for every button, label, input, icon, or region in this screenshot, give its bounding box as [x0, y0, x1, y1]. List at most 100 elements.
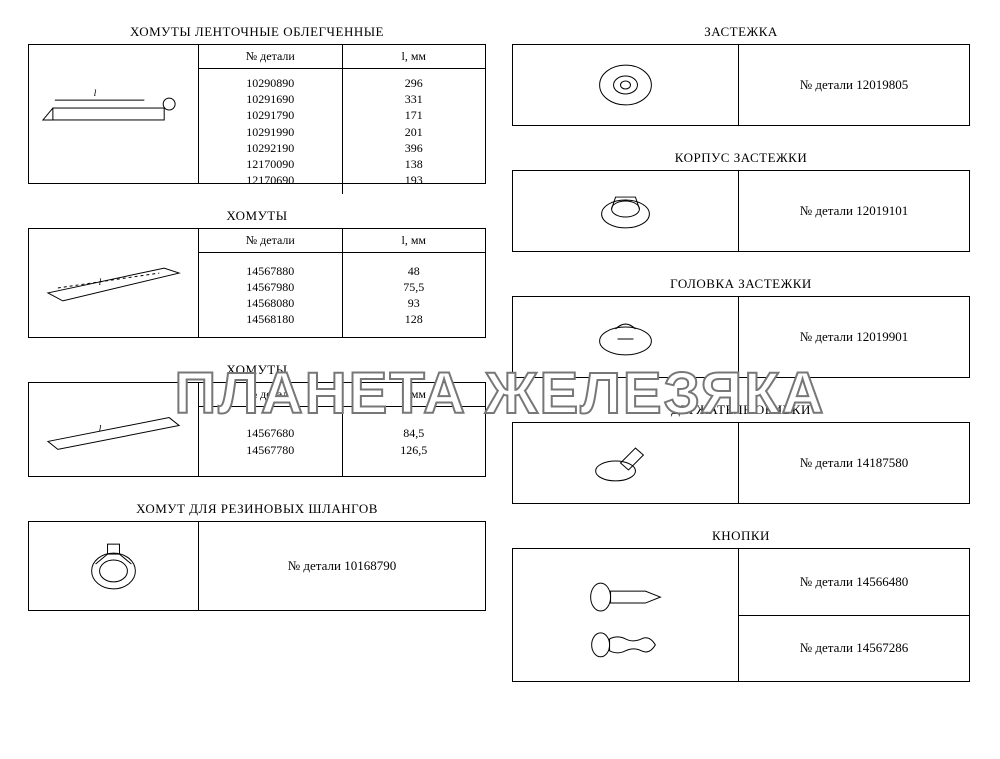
part-no-prefix: № детали — [288, 558, 341, 574]
part-number: 14187580 — [856, 455, 908, 471]
length-value: 396 — [347, 140, 482, 156]
part-number: 10290890 — [203, 75, 338, 91]
part-number: 12019101 — [856, 203, 908, 219]
length-value: 171 — [347, 107, 482, 123]
part-number: 12170090 — [203, 156, 338, 172]
section-box: № детали 14187580 — [512, 422, 970, 504]
part-no-prefix: № детали — [800, 574, 853, 590]
part-number: 14567880 — [203, 263, 338, 279]
table-header: № деталиl, мм — [199, 45, 485, 69]
length-value: 93 — [347, 295, 482, 311]
part-label: № детали 12019805 — [739, 45, 969, 125]
part-number: 12019805 — [856, 77, 908, 93]
part-number: 12019901 — [856, 329, 908, 345]
right-column: ЗАСТЕЖКА № детали 12019805 КОРПУС ЗАСТЕЖКИ… — [512, 18, 970, 700]
left-column: ХОМУТЫ ЛЕНТОЧНЫЕ ОБЛЕГЧЕННЫЕl№ деталиl, … — [28, 18, 486, 629]
section-box: № детали 12019805 — [512, 44, 970, 126]
length-value: 128 — [347, 311, 482, 327]
clamp-strap-icon: l — [29, 229, 199, 337]
part-no-prefix: № детали — [800, 329, 853, 345]
page: ПЛАНЕТА ЖЕЛЕЗЯКА ХОМУТЫ ЛЕНТОЧНЫЕ ОБЛЕГЧ… — [0, 0, 1000, 759]
section-title: КНОПКИ — [512, 528, 970, 544]
part-label: № детали 14567286 — [739, 616, 969, 682]
fastener-ring-icon — [513, 45, 739, 125]
length-value: 126,5 — [347, 442, 482, 458]
part-number: 14567780 — [203, 442, 338, 458]
length-value: 193 — [347, 172, 482, 188]
table-body: 1456768014567780 84,5126,5 — [199, 407, 485, 476]
part-no-prefix: № детали — [800, 640, 853, 656]
section-box: № детали 12019101 — [512, 170, 970, 252]
table-body: 14567880145679801456808014568180 4875,593… — [199, 253, 485, 337]
section-box: № детали 12019901 — [512, 296, 970, 378]
svg-text:l: l — [94, 88, 97, 99]
fastener-body-icon — [513, 171, 739, 251]
section-title: ЗАСТЕЖКА — [512, 24, 970, 40]
part-number: 12170690 — [203, 172, 338, 188]
hose-clamp-icon — [29, 522, 199, 610]
col-part: № детали — [199, 383, 343, 406]
col-part: № детали — [199, 45, 343, 68]
clamp-strap2-icon: l — [29, 383, 199, 476]
section-title: КОРПУС ЗАСТЕЖКИ — [512, 150, 970, 166]
part-number: 10291690 — [203, 91, 338, 107]
length-value: 201 — [347, 124, 482, 140]
buttons-icon — [513, 549, 739, 681]
data-cell: № детали 12019901 — [739, 297, 969, 377]
section-box: l № деталиl, мм 1456768014567780 84,5126,5 — [28, 382, 486, 477]
col-len: l, мм — [343, 229, 486, 252]
section-title: ГОЛОВКА ЗАСТЕЖКИ — [512, 276, 970, 292]
part-no-prefix: № детали — [800, 455, 853, 471]
part-number: 14568180 — [203, 311, 338, 327]
section-title: ХОМУТЫ — [28, 208, 486, 224]
data-cell: № деталиl, мм145678801456798014568080145… — [199, 229, 485, 337]
trim-holder-icon — [513, 423, 739, 503]
svg-text:l: l — [99, 423, 102, 434]
section-box: l№ деталиl, мм14567880145679801456808014… — [28, 228, 486, 338]
section-box: l№ деталиl, мм10290890102916901029179010… — [28, 44, 486, 184]
length-value: 84,5 — [347, 425, 482, 441]
col-len: l, мм — [343, 45, 486, 68]
length-value: 75,5 — [347, 279, 482, 295]
svg-text:l: l — [99, 277, 102, 288]
section-title: ХОМУТЫ ЛЕНТОЧНЫЕ ОБЛЕГЧЕННЫЕ — [28, 24, 486, 40]
length-value: 138 — [347, 156, 482, 172]
section-box: № детали 10168790 — [28, 521, 486, 611]
data-cell: № детали 10168790 — [199, 522, 485, 610]
part-label: № детали 12019901 — [739, 297, 969, 377]
part-number: 10291990 — [203, 124, 338, 140]
part-number: 10292190 — [203, 140, 338, 156]
section-box: № детали 14566480№ детали 14567286 — [512, 548, 970, 682]
length-value: 331 — [347, 91, 482, 107]
section-title: ХОМУТЫ — [28, 362, 486, 378]
part-label: № детали 10168790 — [199, 522, 485, 610]
section-title: ДЕРЖАТЕЛЬ ОБИВКИ — [512, 402, 970, 418]
data-cell: № детали 12019805 — [739, 45, 969, 125]
section-title: ХОМУТ ДЛЯ РЕЗИНОВЫХ ШЛАНГОВ — [28, 501, 486, 517]
part-label: № детали 12019101 — [739, 171, 969, 251]
clamp-band-icon: l — [29, 45, 199, 183]
table-body: 1029089010291690102917901029199010292190… — [199, 69, 485, 194]
part-no-prefix: № детали — [800, 203, 853, 219]
data-cell: № деталиl, мм102908901029169010291790102… — [199, 45, 485, 183]
length-value: 48 — [347, 263, 482, 279]
table-header: № деталиl, мм — [199, 229, 485, 253]
col-part: № детали — [199, 229, 343, 252]
data-cell: № детали 14566480№ детали 14567286 — [739, 549, 969, 681]
part-number: 14567286 — [856, 640, 908, 656]
data-cell: № детали 12019101 — [739, 171, 969, 251]
part-number: 14567680 — [203, 425, 338, 441]
col-len: l, мм — [343, 383, 486, 406]
part-number: 14568080 — [203, 295, 338, 311]
part-number: 14566480 — [856, 574, 908, 590]
data-cell: № деталиl, мм 1456768014567780 84,5126,5 — [199, 383, 485, 476]
part-label: № детали 14566480 — [739, 549, 969, 616]
part-no-prefix: № детали — [800, 77, 853, 93]
part-label: № детали 14187580 — [739, 423, 969, 503]
part-number: 14567980 — [203, 279, 338, 295]
part-number: 10168790 — [344, 558, 396, 574]
table-header: № деталиl, мм — [199, 383, 485, 407]
length-value: 296 — [347, 75, 482, 91]
part-number: 10291790 — [203, 107, 338, 123]
data-cell: № детали 14187580 — [739, 423, 969, 503]
